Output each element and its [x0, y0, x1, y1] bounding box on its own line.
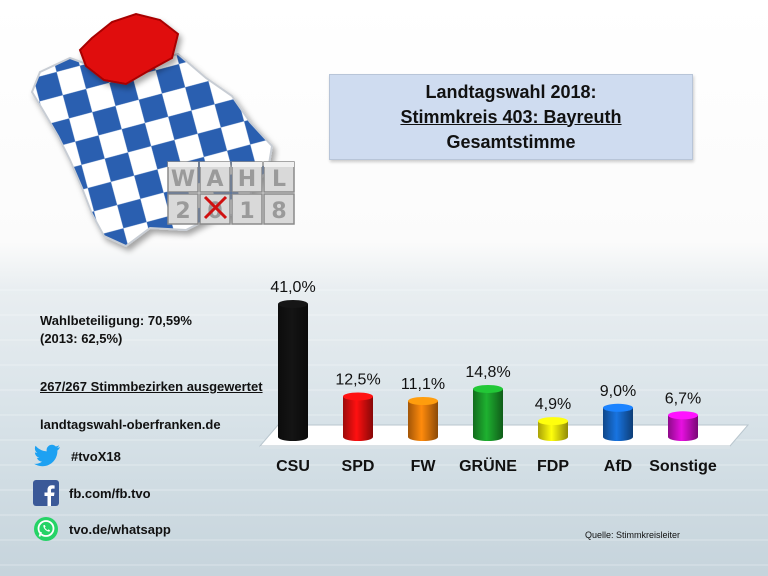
logo-letter: L: [272, 167, 286, 192]
logo-digit: 2: [175, 199, 190, 224]
value-label: 9,0%: [600, 383, 636, 400]
bar-body: [408, 400, 438, 441]
source-text: Quelle: Stimmkreisleiter: [585, 530, 681, 540]
whatsapp-row: tvo.de/whatsapp: [33, 516, 171, 542]
bar-top: [408, 396, 438, 405]
bar-top: [538, 417, 568, 426]
logo-digit: 8: [271, 199, 286, 224]
twitter-icon: [34, 444, 60, 467]
bar-body: [343, 396, 373, 441]
category-label: CSU: [276, 458, 310, 475]
bar-csu: [278, 300, 308, 441]
bar-top: [343, 392, 373, 401]
logo-letter: A: [206, 167, 223, 192]
bar-body: [668, 415, 698, 441]
bar-top: [473, 384, 503, 393]
bar-top: [278, 300, 308, 308]
category-label: GRÜNE: [459, 456, 517, 475]
wahl-2018-cubes: W A H L 2 0 1 8: [167, 161, 295, 225]
bar-fdp: [538, 417, 568, 441]
oberfranken-region: [78, 12, 180, 86]
counted-districts-text: 267/267 Stimmbezirken ausgewertet: [40, 379, 263, 394]
category-label: SPD: [342, 458, 375, 475]
title-line-2: Stimmkreis 403: Bayreuth: [400, 106, 622, 127]
whatsapp-icon: [34, 517, 58, 541]
bar-top: [603, 403, 633, 412]
facebook-link: fb.com/fb.tvo: [69, 485, 151, 501]
logo-letter: H: [238, 167, 256, 192]
twitter-handle: #tvoX18: [71, 448, 121, 464]
bar-afd: [603, 403, 633, 441]
bar-top: [668, 411, 698, 420]
value-label: 6,7%: [665, 390, 701, 407]
bar-spd: [343, 392, 373, 441]
bar-sonstige: [668, 411, 698, 441]
facebook-row: fb.com/fb.tvo: [33, 480, 151, 506]
value-label: 12,5%: [335, 371, 380, 388]
value-label: 41,0%: [270, 279, 315, 296]
category-label: FDP: [537, 458, 569, 475]
bavaria-map-logo: W A H L 2 0 1 8: [30, 12, 295, 248]
ballot-cross-icon: [203, 195, 228, 220]
facebook-icon: [33, 480, 59, 506]
turnout-previous-text: (2013: 62,5%): [40, 331, 123, 346]
title-line-3: Gesamtstimme: [446, 131, 576, 152]
value-label: 11,1%: [401, 376, 445, 393]
turnout-text: Wahlbeteiligung: 70,59%: [40, 313, 192, 328]
twitter-row: #tvoX18: [33, 444, 121, 468]
category-label: Sonstige: [649, 458, 717, 475]
bar-grüne: [473, 384, 503, 441]
title-line-1: Landtagswahl 2018:: [425, 81, 597, 102]
title-box: Landtagswahl 2018: Stimmkreis 403: Bayre…: [329, 74, 693, 160]
bar-body: [603, 407, 633, 441]
chart-floor-edge: [260, 446, 730, 449]
category-label: AfD: [604, 458, 632, 475]
value-label: 4,9%: [535, 396, 571, 413]
website-text: landtagswahl-oberfranken.de: [40, 417, 221, 432]
background-lines: [0, 289, 768, 566]
bar-body: [278, 304, 308, 441]
category-label: FW: [411, 458, 437, 475]
bar-body: [538, 421, 568, 441]
whatsapp-link: tvo.de/whatsapp: [69, 521, 171, 537]
bar-fw: [408, 396, 438, 441]
value-label: 14,8%: [465, 364, 510, 381]
bar-body: [473, 388, 503, 441]
logo-digit: 1: [239, 199, 254, 224]
logo-letter: W: [171, 167, 195, 192]
